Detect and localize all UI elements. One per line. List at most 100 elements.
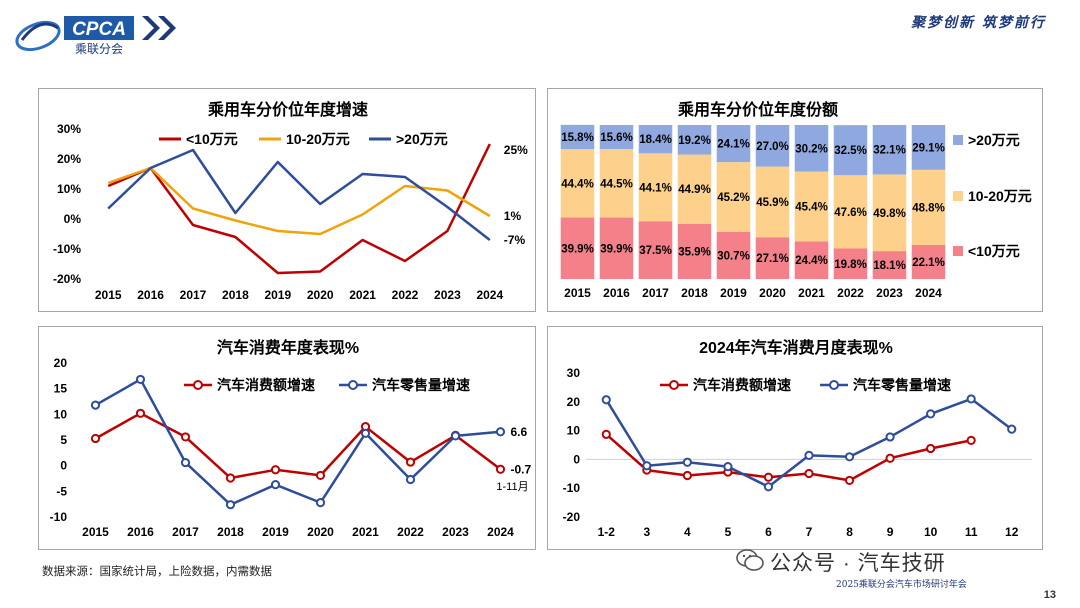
page-number: 13: [1043, 589, 1056, 601]
x-tick-label: 2021: [798, 286, 825, 300]
bar-segment: [560, 149, 595, 218]
chart-monthly-consumption: 2024年汽车消费月度表现% 30 20 10 0 -10 -20 1-2 3 4 5 6 7 8 9 10 1…: [563, 338, 1032, 539]
bar-segment: [755, 125, 790, 167]
x-tick-label: 2017: [172, 525, 199, 539]
bar-segment: [872, 174, 907, 252]
y-tick-label: 20%: [57, 152, 81, 166]
data-point: [135, 408, 146, 418]
data-label: 19.2%: [678, 135, 711, 147]
data-point: [723, 462, 733, 472]
legend-marker: [669, 380, 679, 390]
y-tick-label: 30%: [57, 122, 81, 136]
x-tick-label: 2021: [352, 525, 379, 539]
x-tick-label: 2024: [487, 525, 514, 539]
y-tick-label: 15: [54, 382, 68, 396]
y-tick-label: 0%: [64, 212, 82, 226]
legend-label: <10万元: [968, 243, 1020, 259]
data-label: 24.1%: [717, 139, 750, 151]
panel-monthly-consumption: 2024年汽车消费月度表现% 30 20 10 0 -10 -20 1-2 3 4 5 6 7 8 9 10 1…: [547, 326, 1043, 550]
bar-segment: [677, 125, 712, 155]
bar-segment: [638, 125, 673, 154]
data-point: [405, 474, 416, 485]
x-tick-label: 2024: [915, 286, 942, 300]
y-tick-label: 10%: [57, 182, 81, 196]
y-tick-label: 10: [54, 407, 68, 421]
data-label: 18.4%: [639, 134, 672, 146]
end-value-label: -7%: [504, 233, 526, 247]
bar-segment: [560, 217, 595, 279]
x-tick-label: 9: [887, 525, 894, 539]
bar-segment: [872, 251, 907, 279]
data-point: [315, 498, 326, 508]
x-tick-label: 2018: [217, 525, 244, 539]
bar-segment: [911, 244, 946, 279]
bar-segment: [833, 125, 868, 176]
bar-segment: [677, 223, 712, 279]
data-point: [926, 409, 936, 419]
x-tick-label: 2022: [397, 525, 424, 539]
bar-segment: [716, 231, 751, 279]
data-label: 32.1%: [873, 145, 906, 157]
legend-swatch: [953, 135, 963, 145]
data-label: 30.7%: [717, 250, 750, 262]
y-tick-label: 10: [567, 424, 581, 438]
legend-marker: [348, 380, 358, 390]
data-point: [225, 500, 236, 510]
bar-segment: [833, 248, 868, 279]
x-tick-label: 2019: [262, 525, 289, 539]
legend-swatch: [953, 191, 963, 201]
data-label: 47.6%: [834, 207, 867, 219]
data-label: 49.8%: [873, 208, 906, 220]
x-tick-label: 2022: [392, 288, 419, 302]
data-label: 44.1%: [639, 182, 672, 194]
series-line: [94, 412, 502, 480]
bar-segment: [599, 149, 634, 218]
legend-label: >20万元: [396, 131, 448, 147]
data-point: [804, 450, 814, 460]
end-value-label: 1%: [504, 209, 522, 223]
series-line: [107, 143, 491, 275]
x-tick-label: 2015: [95, 288, 122, 302]
data-label: 45.9%: [756, 197, 789, 209]
data-point: [270, 465, 281, 475]
chart-title: 2024年汽车消费月度表现%: [699, 338, 893, 357]
data-label: 27.0%: [756, 141, 789, 153]
data-label: 44.4%: [561, 178, 594, 190]
data-label: 18.1%: [873, 260, 906, 272]
y-tick-label: 20: [567, 395, 581, 409]
data-label: 37.5%: [639, 245, 672, 257]
data-point: [360, 428, 371, 438]
watermark: 公众号 · 汽车技研: [770, 552, 946, 575]
data-label: 15.6%: [600, 132, 633, 144]
x-tick-label: 2023: [876, 286, 903, 300]
data-point: [405, 457, 416, 467]
data-label: 35.9%: [678, 246, 711, 258]
data-point: [450, 431, 461, 441]
svg-text:CPCA: CPCA: [72, 19, 126, 40]
bar-segment: [911, 125, 946, 170]
x-tick-label: 2020: [307, 288, 334, 302]
x-tick-label: 2016: [603, 286, 630, 300]
x-tick-label: 2017: [642, 286, 669, 300]
legend-label: 汽车零售量增速: [853, 377, 951, 393]
wechat-icon: [736, 549, 764, 571]
data-point: [844, 452, 855, 462]
chart-title: 乘用车分价位年度份额: [677, 100, 838, 119]
slogan: 聚梦创新 筑梦前行: [911, 15, 1046, 31]
data-label: 19.8%: [834, 259, 867, 271]
data-point: [966, 435, 976, 445]
x-tick-label: 1-2: [598, 525, 616, 539]
data-point: [601, 429, 611, 439]
x-tick-label: 2019: [264, 288, 291, 302]
data-point: [642, 461, 652, 471]
x-tick-label: 2020: [759, 286, 786, 300]
data-source: 数据来源：国家统计局，上险数据，内需数据: [42, 566, 272, 578]
series-line: [94, 378, 501, 506]
x-tick-label: 4: [684, 525, 691, 539]
data-point: [763, 472, 774, 482]
end-value-label: 6.6: [511, 425, 528, 439]
header: CPCA 乘联分会 聚梦创新 筑梦前行: [0, 0, 1080, 70]
legend-label: 汽车消费额增速: [217, 377, 315, 393]
x-tick-label: 2022: [837, 286, 864, 300]
